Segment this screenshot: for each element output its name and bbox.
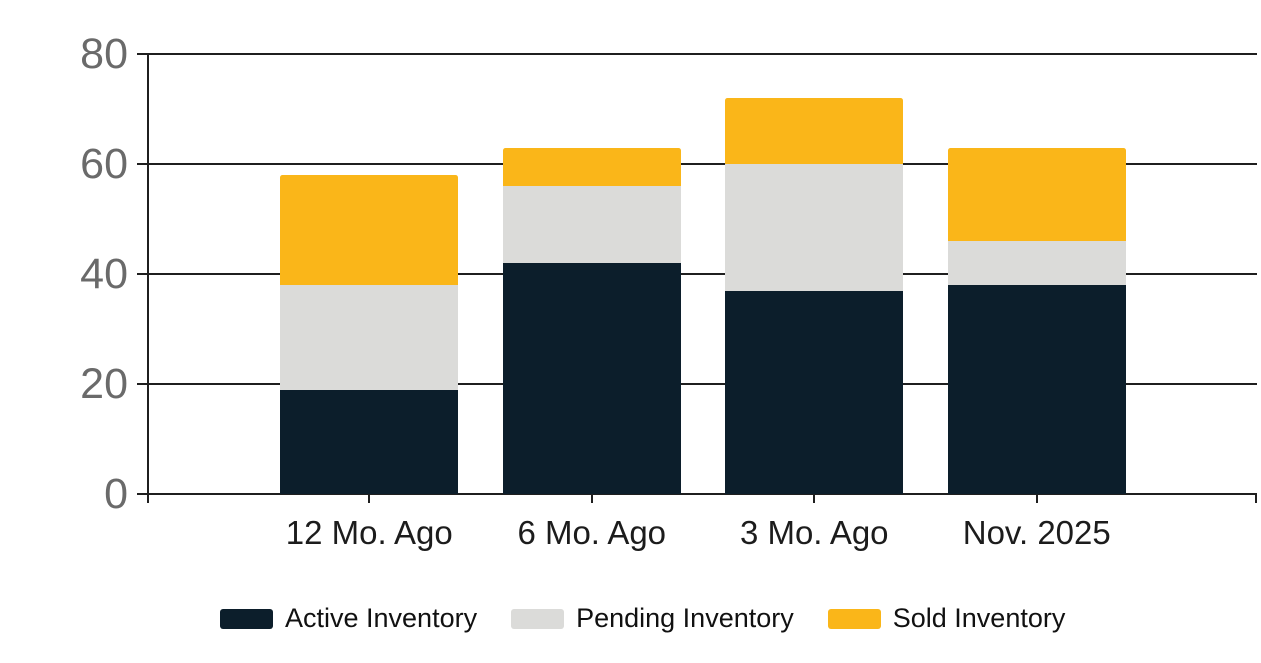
legend-swatch-sold-inventory: [827, 608, 881, 629]
bar-3-mo-ago-pending-inventory[interactable]: [725, 164, 904, 291]
bar-12-mo-ago-pending-inventory[interactable]: [280, 285, 459, 390]
legend-label-active-inventory: Active Inventory: [285, 603, 478, 633]
legend-label-pending-inventory: Pending Inventory: [576, 603, 794, 633]
plot-area: [137, 53, 1257, 503]
chart-legend: Active Inventory Pending Inventory Sold …: [220, 602, 1065, 635]
gridline-40: [137, 273, 1257, 275]
bar-6-mo-ago-active-inventory[interactable]: [502, 263, 681, 494]
y-axis-label-80: 80: [80, 30, 128, 78]
bar-12-mo-ago-active-inventory[interactable]: [280, 389, 459, 494]
legend-item-sold-inventory[interactable]: Sold Inventory: [827, 602, 1066, 635]
legend-item-active-inventory[interactable]: Active Inventory: [220, 602, 477, 635]
legend-item-pending-inventory[interactable]: Pending Inventory: [511, 602, 794, 635]
bar-3-mo-ago-active-inventory[interactable]: [725, 290, 904, 494]
x-axis-tick-12-mo-ago: [368, 494, 371, 503]
y-axis-line: [147, 54, 149, 503]
y-axis-label-60: 60: [80, 140, 128, 188]
x-axis-end-cap: [1255, 493, 1257, 503]
bar-nov-2025-pending-inventory[interactable]: [947, 241, 1126, 285]
y-axis-label-20: 20: [80, 360, 128, 408]
y-axis-label-0: 0: [104, 470, 128, 518]
bar-nov-2025-sold-inventory[interactable]: [947, 147, 1126, 241]
x-axis-label-12-mo-ago: 12 Mo. Ago: [285, 514, 453, 551]
x-axis-tick-nov-2025: [1035, 494, 1038, 503]
bar-3-mo-ago-sold-inventory[interactable]: [725, 98, 904, 164]
bar-12-mo-ago-sold-inventory[interactable]: [280, 175, 459, 285]
y-axis-label-40: 40: [80, 250, 128, 298]
bar-6-mo-ago-pending-inventory[interactable]: [502, 186, 681, 263]
gridline-20: [137, 383, 1257, 385]
gridline-80: [137, 53, 1257, 55]
legend-swatch-pending-inventory: [511, 608, 565, 629]
x-axis-tick-6-mo-ago: [590, 494, 593, 503]
x-axis-label-6-mo-ago: 6 Mo. Ago: [517, 514, 667, 551]
gridline-0: [137, 493, 1257, 495]
legend-swatch-active-inventory: [220, 608, 273, 629]
bar-6-mo-ago-sold-inventory[interactable]: [502, 147, 681, 186]
x-axis-tick-3-mo-ago: [813, 494, 816, 503]
x-axis-label-3-mo-ago: 3 Mo. Ago: [739, 514, 889, 551]
x-axis-label-nov-2025: Nov. 2025: [962, 514, 1111, 551]
gridline-60: [137, 163, 1257, 165]
legend-label-sold-inventory: Sold Inventory: [892, 603, 1066, 633]
bar-nov-2025-active-inventory[interactable]: [947, 285, 1126, 494]
